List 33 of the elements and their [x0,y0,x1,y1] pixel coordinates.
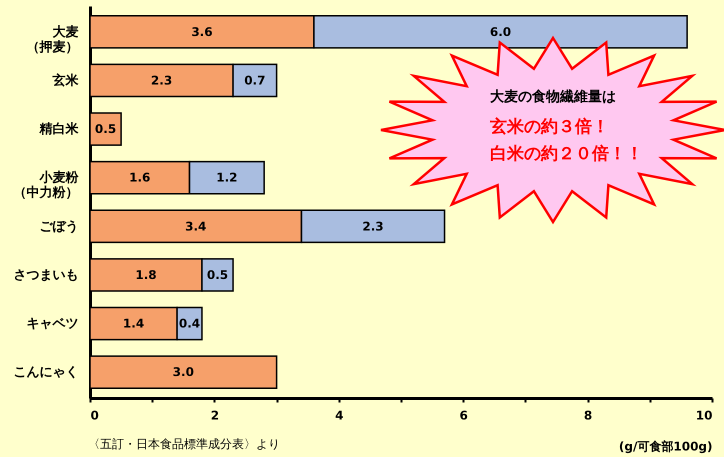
x-tick-label: 4 [335,408,344,422]
annotation: 白米の約２０倍！！ [490,143,643,165]
data-label: 0.5 [94,122,116,136]
data-label: 3.4 [185,219,206,234]
y-tick-label: ごぼう [40,219,78,234]
data-label: 2.3 [362,219,384,234]
annotation: 大麦の食物繊維量は [490,88,616,106]
annotation: 玄米の約３倍！ [490,116,609,138]
y-tick-label: 玄米 [52,72,80,88]
data-label: 3.6 [191,24,213,39]
y-tick-label: 大麦（押麦） [26,24,78,55]
data-label: 0.4 [178,316,200,331]
y-tick-label: こんにゃく [14,365,78,380]
data-label: 3.0 [172,365,194,380]
y-tick-label: キャベツ [26,316,78,332]
data-label: 1.6 [129,170,150,185]
data-label: 2.3 [150,73,172,88]
x-axis-title: (g/可食部100g) [618,440,712,454]
y-tick-label: さつまいも [14,268,78,283]
data-label: 1.8 [135,268,157,282]
text: 〈五訂・日本食品標準成分表〉より [88,436,280,453]
data-label: 0.5 [206,268,228,282]
y-tick-label: 小麦粉（中力粉） [14,170,80,201]
x-tick-label: 8 [584,408,592,422]
data-label: 6.0 [490,24,512,39]
x-tick-label: 2 [210,408,220,422]
x-tick-label: 6 [460,408,468,422]
data-label: 0.7 [244,73,266,88]
x-tick-label: 0 [90,408,99,422]
x-tick-label: 10 [696,408,712,422]
y-tick-label: 精白米 [38,122,80,138]
data-label: 1.2 [216,170,238,185]
data-label: 1.4 [122,316,144,331]
